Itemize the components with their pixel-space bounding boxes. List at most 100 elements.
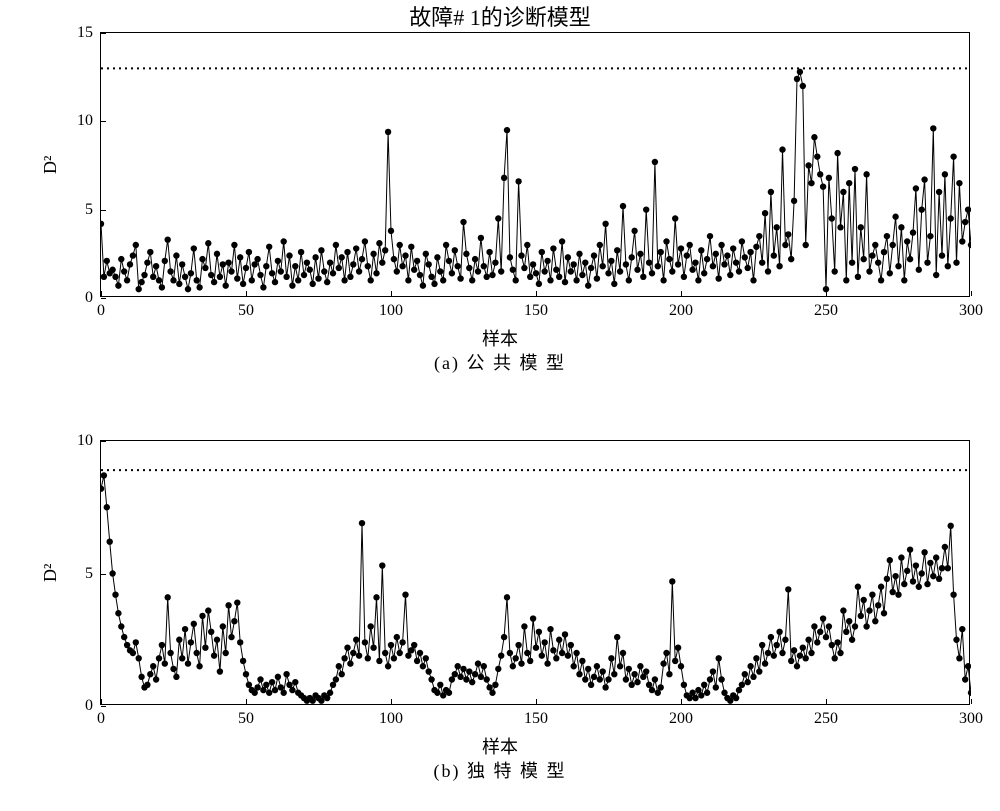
data-marker xyxy=(901,277,907,283)
data-marker xyxy=(895,263,901,269)
data-marker xyxy=(669,268,675,274)
data-marker xyxy=(167,650,173,656)
data-marker xyxy=(434,690,440,696)
data-marker xyxy=(373,270,379,276)
data-marker xyxy=(330,270,336,276)
data-marker xyxy=(469,277,475,283)
data-marker xyxy=(426,261,432,267)
data-marker xyxy=(846,180,852,186)
data-marker xyxy=(797,652,803,658)
data-marker xyxy=(843,629,849,635)
data-marker xyxy=(121,268,127,274)
data-marker xyxy=(281,238,287,244)
data-marker xyxy=(353,637,359,643)
data-marker xyxy=(504,127,510,133)
data-marker xyxy=(817,629,823,635)
data-marker xyxy=(275,258,281,264)
data-marker xyxy=(402,592,408,598)
data-marker xyxy=(109,267,115,273)
data-marker xyxy=(919,206,925,212)
data-marker xyxy=(663,650,669,656)
data-marker xyxy=(855,274,861,280)
data-marker xyxy=(765,650,771,656)
data-marker xyxy=(588,682,594,688)
data-marker xyxy=(243,671,249,677)
data-marker xyxy=(405,277,411,283)
data-marker xyxy=(298,249,304,255)
data-marker xyxy=(457,275,463,281)
data-marker xyxy=(933,554,939,560)
data-marker xyxy=(602,684,608,690)
data-marker xyxy=(553,267,559,273)
data-marker xyxy=(133,242,139,248)
data-marker xyxy=(643,206,649,212)
xtick-label: 250 xyxy=(814,704,838,728)
data-marker xyxy=(733,259,739,265)
data-marker xyxy=(385,663,391,669)
data-marker xyxy=(840,607,846,613)
data-marker xyxy=(869,252,875,258)
data-marker xyxy=(397,650,403,656)
data-marker xyxy=(423,251,429,257)
data-marker xyxy=(536,629,542,635)
data-marker xyxy=(368,277,374,283)
data-marker xyxy=(121,634,127,640)
data-marker xyxy=(385,129,391,135)
data-marker xyxy=(573,277,579,283)
data-marker xyxy=(811,134,817,140)
data-marker xyxy=(901,581,907,587)
data-marker xyxy=(652,159,658,165)
data-marker xyxy=(759,642,765,648)
data-marker xyxy=(176,637,182,643)
data-marker xyxy=(855,584,861,590)
data-marker xyxy=(350,261,356,267)
data-marker xyxy=(959,238,965,244)
data-marker xyxy=(118,256,124,262)
data-marker xyxy=(550,647,556,653)
data-marker xyxy=(225,259,231,265)
data-marker xyxy=(962,676,968,682)
data-marker xyxy=(863,623,869,629)
data-marker xyxy=(539,249,545,255)
data-marker xyxy=(742,254,748,260)
data-marker xyxy=(475,660,481,666)
data-marker xyxy=(376,240,382,246)
data-marker xyxy=(910,578,916,584)
data-marker xyxy=(179,655,185,661)
data-marker xyxy=(510,663,516,669)
data-marker xyxy=(417,272,423,278)
data-marker xyxy=(281,690,287,696)
data-marker xyxy=(455,663,461,669)
data-marker xyxy=(921,549,927,555)
data-marker xyxy=(965,663,971,669)
data-marker xyxy=(768,189,774,195)
chart-b-sublabel: (b) 独 特 模 型 xyxy=(0,757,1000,783)
data-marker xyxy=(675,645,681,651)
data-marker xyxy=(449,270,455,276)
data-marker xyxy=(585,282,591,288)
data-marker xyxy=(283,274,289,280)
data-marker xyxy=(858,613,864,619)
data-marker xyxy=(745,679,751,685)
data-marker xyxy=(745,265,751,271)
data-marker xyxy=(791,198,797,204)
data-marker xyxy=(136,286,142,292)
data-marker xyxy=(933,272,939,278)
data-marker xyxy=(524,650,530,656)
data-marker xyxy=(666,671,672,677)
data-marker xyxy=(576,671,582,677)
chart-a-plot-area: 051015050100150200250300 xyxy=(100,32,970,297)
data-marker xyxy=(478,674,484,680)
data-marker xyxy=(884,233,890,239)
data-marker xyxy=(391,655,397,661)
data-marker xyxy=(881,610,887,616)
data-marker xyxy=(527,658,533,664)
data-marker xyxy=(556,274,562,280)
data-marker xyxy=(118,623,124,629)
data-marker xyxy=(220,623,226,629)
data-marker xyxy=(533,645,539,651)
data-marker xyxy=(292,263,298,269)
data-marker xyxy=(950,592,956,598)
data-marker xyxy=(156,655,162,661)
data-marker xyxy=(379,259,385,265)
